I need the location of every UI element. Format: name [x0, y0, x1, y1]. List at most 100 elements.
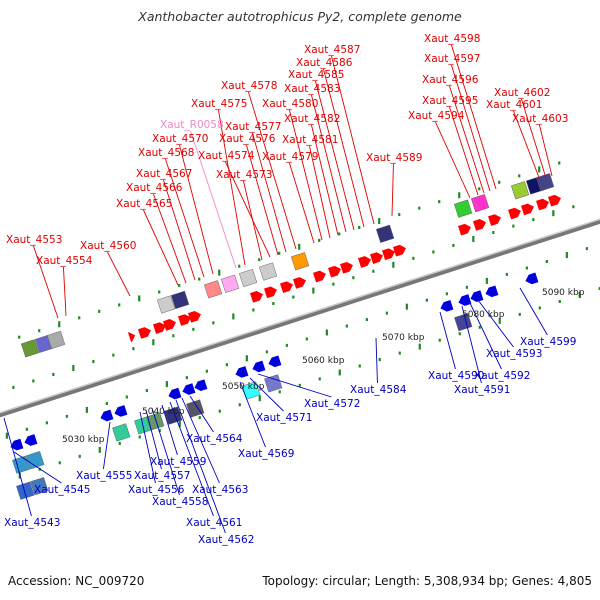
gene-label-xaut_4578[interactable]: Xaut_4578: [221, 80, 277, 92]
gene-label-xaut_4554[interactable]: Xaut_4554: [36, 255, 93, 267]
guide-dot: [538, 306, 541, 310]
guide-dot: [138, 435, 141, 439]
guide-dot: [12, 385, 15, 389]
gene-label-xaut_4587[interactable]: Xaut_4587: [304, 44, 360, 56]
gene-label-xaut_4575[interactable]: Xaut_4575: [191, 98, 247, 110]
leader-line: [461, 305, 482, 384]
guide-dot: [258, 258, 261, 262]
gene-label-xaut_4594[interactable]: Xaut_4594: [408, 110, 465, 122]
guide-dot: [125, 395, 128, 399]
leader-line: [513, 110, 541, 181]
forward-cds-arrow: [163, 319, 176, 331]
gene-label-xaut_4584[interactable]: Xaut_4584: [350, 384, 407, 396]
guide-dot: [305, 337, 308, 341]
gene-label-xaut_4598[interactable]: Xaut_4598: [424, 33, 480, 45]
feature-box: [171, 290, 190, 310]
gene-label-xaut_4570[interactable]: Xaut_4570: [152, 133, 208, 145]
guide-dot: [358, 225, 361, 229]
gene-label-xaut_4581[interactable]: Xaut_4581: [282, 134, 338, 146]
gene-label-xaut_4601[interactable]: Xaut_4601: [486, 99, 542, 111]
gene-label-xaut_4557[interactable]: Xaut_4557: [134, 470, 190, 482]
gene-label-xaut_4599[interactable]: Xaut_4599: [520, 336, 576, 348]
gene-label-xaut_4603[interactable]: Xaut_4603: [512, 113, 568, 125]
gene-label-xaut_4591[interactable]: Xaut_4591: [454, 384, 510, 396]
leader-line: [451, 44, 497, 190]
gene-label-xaut_4576[interactable]: Xaut_4576: [219, 133, 276, 145]
guide-dot: [72, 365, 75, 372]
guide-dot: [398, 351, 401, 355]
gene-label-xaut_4597[interactable]: Xaut_4597: [424, 53, 480, 65]
guide-dot: [105, 401, 108, 405]
gene-label-xaut_4589[interactable]: Xaut_4589: [366, 152, 422, 164]
gene-label-xaut_4543[interactable]: Xaut_4543: [4, 517, 60, 529]
gene-label-xaut_4602[interactable]: Xaut_4602: [494, 87, 550, 99]
gene-label-xaut_4577[interactable]: Xaut_4577: [225, 121, 281, 133]
gene-label-xaut_4582[interactable]: Xaut_4582: [284, 113, 340, 125]
gene-label-xaut_4561[interactable]: Xaut_4561: [186, 517, 242, 529]
guide-dot: [178, 284, 181, 288]
guide-dot: [445, 292, 448, 296]
scale-label: 5070 kbp: [382, 333, 425, 343]
gene-label-xaut_4564[interactable]: Xaut_4564: [186, 433, 243, 445]
feature-box: [47, 330, 66, 350]
feature-box: [157, 295, 176, 314]
gene-label-xaut_4590[interactable]: Xaut_4590: [428, 370, 484, 382]
gene-label-xaut_4572[interactable]: Xaut_4572: [304, 398, 360, 410]
gene-label-xaut_4558[interactable]: Xaut_4558: [152, 496, 208, 508]
guide-dot: [238, 264, 241, 268]
reverse-cds-arrow: [235, 366, 249, 378]
guide-dot: [332, 282, 335, 286]
feature-box: [291, 252, 310, 271]
gene-label-xaut_4583[interactable]: Xaut_4583: [284, 83, 340, 95]
feature-box: [239, 268, 258, 288]
gene-label-xaut_4565[interactable]: Xaut_4565: [116, 198, 172, 210]
gene-label-xaut_4562[interactable]: Xaut_4562: [198, 534, 254, 546]
leader-line: [469, 302, 502, 370]
gene-label-xaut_r0058[interactable]: Xaut_R0058: [160, 119, 224, 131]
gene-label-xaut_4553[interactable]: Xaut_4553: [6, 234, 62, 246]
gene-label-xaut_4574[interactable]: Xaut_4574: [198, 150, 255, 162]
gene-label-xaut_4579[interactable]: Xaut_4579: [262, 151, 318, 163]
guide-dot: [252, 308, 255, 312]
leader-line: [190, 130, 237, 269]
gene-label-xaut_4556[interactable]: Xaut_4556: [128, 484, 185, 496]
leader-line: [239, 381, 266, 448]
guide-dot: [385, 311, 388, 315]
gene-label-xaut_4596[interactable]: Xaut_4596: [422, 74, 479, 86]
map-title: Xanthobacter autotrophicus Py2, complete…: [138, 9, 462, 24]
gene-label-xaut_4566[interactable]: Xaut_4566: [126, 182, 183, 194]
gene-label-xaut_4580[interactable]: Xaut_4580: [262, 98, 318, 110]
dotted-guides: [5, 161, 600, 479]
gene-label-xaut_4559[interactable]: Xaut_4559: [150, 456, 206, 468]
gene-label-xaut_4563[interactable]: Xaut_4563: [192, 484, 248, 496]
gene-label-xaut_4569[interactable]: Xaut_4569: [238, 448, 294, 460]
feature-box: [146, 412, 165, 431]
genome-backbone-highlight: [0, 218, 600, 414]
gene-label-xaut_4585[interactable]: Xaut_4585: [288, 69, 344, 81]
gene-label-xaut_4555[interactable]: Xaut_4555: [76, 470, 132, 482]
gene-label-xaut_4568[interactable]: Xaut_4568: [138, 147, 194, 159]
gene-label-xaut_4571[interactable]: Xaut_4571: [256, 412, 312, 424]
guide-dot: [465, 285, 468, 289]
guide-dot: [358, 364, 361, 368]
gene-label-xaut_4567[interactable]: Xaut_4567: [136, 168, 192, 180]
gene-label-xaut_4573[interactable]: Xaut_4573: [216, 169, 272, 181]
feature-box: [454, 313, 473, 332]
gene-label-xaut_4586[interactable]: Xaut_4586: [296, 57, 353, 69]
gene-labels: Xaut_4553 Xaut_4554 Xaut_4560 Xaut_4565 Xaut…: [4, 33, 576, 546]
gene-label-xaut_4545[interactable]: Xaut_4545: [34, 484, 90, 496]
gene-label-xaut_4593[interactable]: Xaut_4593: [486, 348, 542, 360]
guide-dot: [118, 441, 121, 445]
guide-dot: [292, 295, 295, 299]
guide-dot: [518, 312, 521, 316]
gene-label-xaut_4595[interactable]: Xaut_4595: [422, 95, 478, 107]
guide-dot: [552, 210, 555, 217]
leader-line: [477, 299, 514, 348]
forward-cds-arrow: [508, 207, 521, 220]
gene-label-xaut_4560[interactable]: Xaut_4560: [80, 240, 136, 252]
scale-label: 5030 kbp: [62, 435, 105, 445]
gene-label-xaut_4592[interactable]: Xaut_4592: [474, 370, 530, 382]
guide-dot: [578, 292, 581, 299]
guide-dot: [98, 309, 101, 313]
leader-line: [246, 144, 279, 256]
